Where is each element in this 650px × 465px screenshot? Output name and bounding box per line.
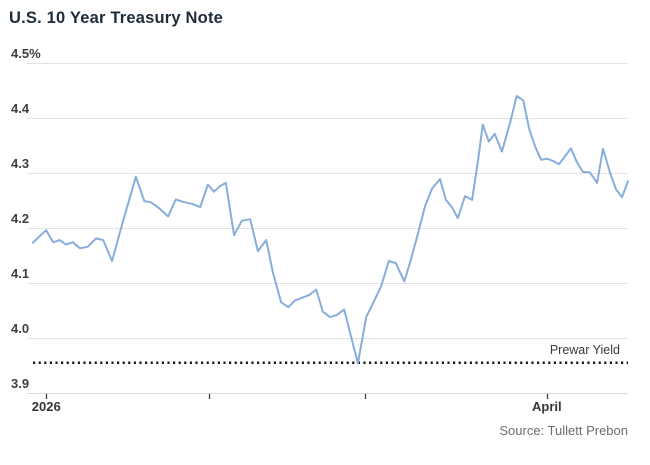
y-axis-label: 4.2 [11, 211, 30, 226]
y-axis-label: 4.0 [11, 321, 30, 336]
prewar-yield-label: Prewar Yield [549, 343, 620, 357]
source-label: Source: Tullett Prebon [499, 423, 628, 438]
y-axis-label: 3.9 [11, 376, 30, 391]
y-axis-label: 4.4 [11, 101, 30, 116]
y-axis-label: 4.5% [11, 46, 41, 61]
x-axis-label-2026: 2026 [31, 399, 61, 414]
yield-line-series [32, 95, 629, 365]
x-axis-label-april: April [532, 399, 562, 414]
y-axis-label: 4.1 [11, 266, 30, 281]
chart-title: U.S. 10 Year Treasury Note [9, 9, 224, 27]
y-axis-label: 4.3 [11, 156, 30, 171]
